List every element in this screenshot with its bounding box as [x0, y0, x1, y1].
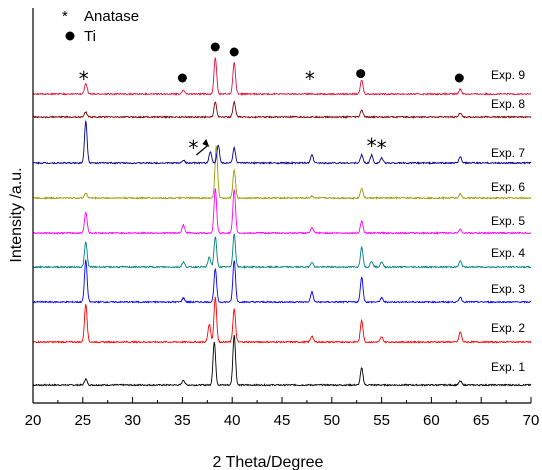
trace-label: Exp. 2: [491, 321, 525, 335]
trace-label: Exp. 9: [491, 68, 525, 82]
trace-label: Exp. 4: [491, 246, 525, 260]
legend-anatase-symbol: *: [62, 8, 68, 25]
x-tick-label: 35: [174, 412, 191, 429]
x-tick-label: 50: [323, 412, 340, 429]
ti-marker-dot-icon: [210, 42, 220, 52]
x-tick-label: 45: [274, 412, 291, 429]
trace-label: Exp. 5: [491, 214, 525, 228]
trace-label: Exp. 7: [491, 146, 525, 160]
trace-line: [32, 120, 532, 165]
trace-label: Exp. 8: [491, 97, 525, 111]
legend-ti-label: Ti: [84, 28, 96, 45]
ti-marker-dot-icon: [229, 47, 239, 57]
x-tick-label: 70: [523, 412, 540, 429]
x-tick-label: 65: [473, 412, 490, 429]
x-tick-label: 25: [74, 412, 91, 429]
trace-label: Exp. 3: [491, 282, 525, 296]
legend: * Anatase Ti: [62, 8, 139, 45]
annotation-arrow-line: [195, 144, 209, 156]
trace-label: Exp. 6: [491, 180, 525, 194]
x-tick-label: 55: [373, 412, 390, 429]
x-axis-title: 2 Theta/Degree: [213, 454, 324, 470]
traces-group: [32, 57, 532, 387]
trace-line: [32, 296, 532, 344]
legend-anatase-label: Anatase: [84, 8, 139, 25]
trace-line: [32, 259, 532, 304]
trace-label: Exp. 1: [491, 360, 525, 374]
trace-line: [32, 57, 532, 96]
x-tick-label: 20: [25, 412, 42, 429]
trace-line: [32, 100, 532, 119]
trace-line: [32, 145, 532, 200]
ti-marker-dot-icon: [454, 73, 464, 83]
annotation-arrowhead-icon: [202, 139, 210, 147]
x-tick-label: 40: [224, 412, 241, 429]
anatase-marker-star-icon: *: [305, 67, 315, 91]
x-tick-label: 60: [423, 412, 440, 429]
legend-ti-dot-icon: [65, 31, 75, 41]
anatase-marker-star-icon: *: [377, 136, 387, 160]
trace-line: [32, 335, 532, 387]
annotations-group: * ** * *: [79, 42, 464, 160]
ti-marker-dot-icon: [356, 69, 366, 79]
x-ticks-group: 20 25 30 35 40 45 50 55 60 65 70: [25, 397, 540, 429]
trace-line: [32, 188, 531, 235]
trace-labels-group: Exp. 1 Exp. 2 Exp. 3 Exp. 4 Exp. 5 Exp. 6 Exp.…: [491, 68, 525, 374]
trace-line: [32, 233, 532, 269]
y-axis-title: Intensity /a.u.: [8, 167, 25, 262]
anatase-marker-star-icon: *: [367, 134, 377, 158]
ti-marker-dot-icon: [177, 73, 187, 83]
anatase-marker-star-icon: *: [188, 136, 198, 160]
x-tick-label: 30: [124, 412, 141, 429]
anatase-marker-star-icon: *: [79, 67, 89, 91]
